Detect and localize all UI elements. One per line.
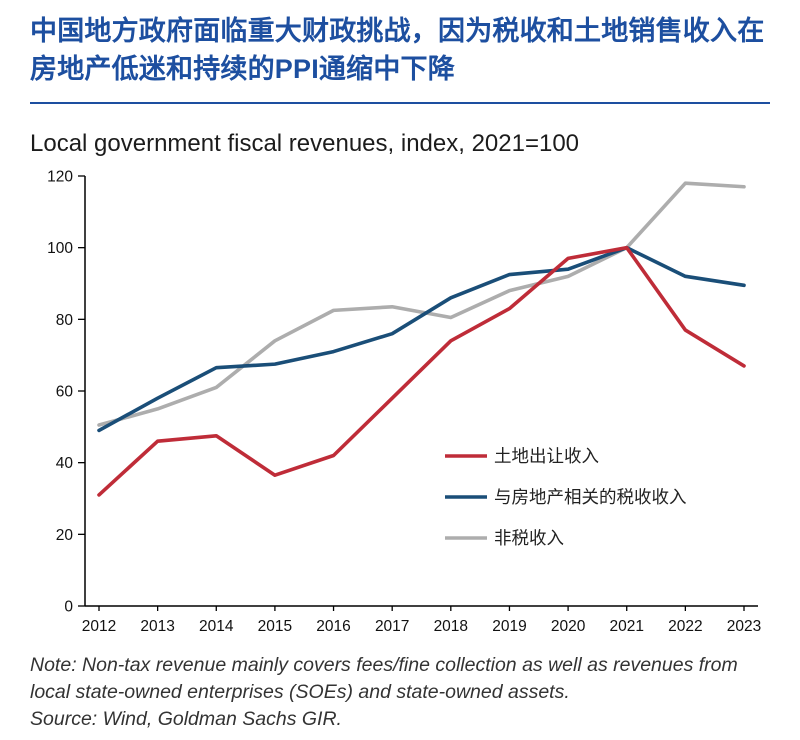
y-tick-label: 40: [56, 455, 74, 472]
y-tick-label: 60: [56, 383, 74, 400]
x-tick-label: 2016: [316, 618, 350, 635]
x-tick-label: 2015: [258, 618, 292, 635]
x-tick-label: 2013: [140, 618, 174, 635]
legend-label-2: 非税收入: [494, 528, 564, 548]
x-tick-label: 2022: [668, 618, 702, 635]
chart-source: Source: Wind, Goldman Sachs GIR.: [30, 708, 342, 730]
y-tick-label: 80: [56, 312, 74, 329]
x-tick-label: 2020: [551, 618, 586, 635]
title-divider: [30, 102, 770, 104]
x-tick-label: 2014: [199, 618, 234, 635]
y-tick-label: 120: [47, 168, 73, 185]
x-tick-label: 2023: [727, 618, 761, 635]
series-line-0: [97, 245, 746, 497]
series-line-2: [97, 181, 746, 427]
line-chart: 0 20 40 60 80 100 120 2012 2013 2014 2015 2016 2017 2…: [47, 168, 761, 635]
x-tick-label: 2021: [609, 618, 643, 635]
y-tick-label: 20: [56, 527, 74, 544]
y-tick-label: 100: [47, 240, 73, 257]
legend-label-0: 土地出让收入: [494, 446, 599, 466]
y-tick-label: 0: [64, 598, 73, 615]
legend-label-1: 与房地产相关的税收收入: [494, 487, 687, 507]
x-tick-label: 2018: [434, 618, 468, 635]
series-line-1: [97, 245, 746, 433]
x-tick-label: 2012: [82, 618, 116, 635]
x-tick-label: 2017: [375, 618, 409, 635]
page-title: 中国地方政府面临重大财政挑战，因为税收和土地销售收入在房地产低迷和持续的PPI通…: [30, 16, 765, 84]
chart-note: Note: Non-tax revenue mainly covers fees…: [30, 654, 738, 703]
chart-title: Local government fiscal revenues, index,…: [30, 130, 580, 157]
x-tick-label: 2019: [492, 618, 526, 635]
